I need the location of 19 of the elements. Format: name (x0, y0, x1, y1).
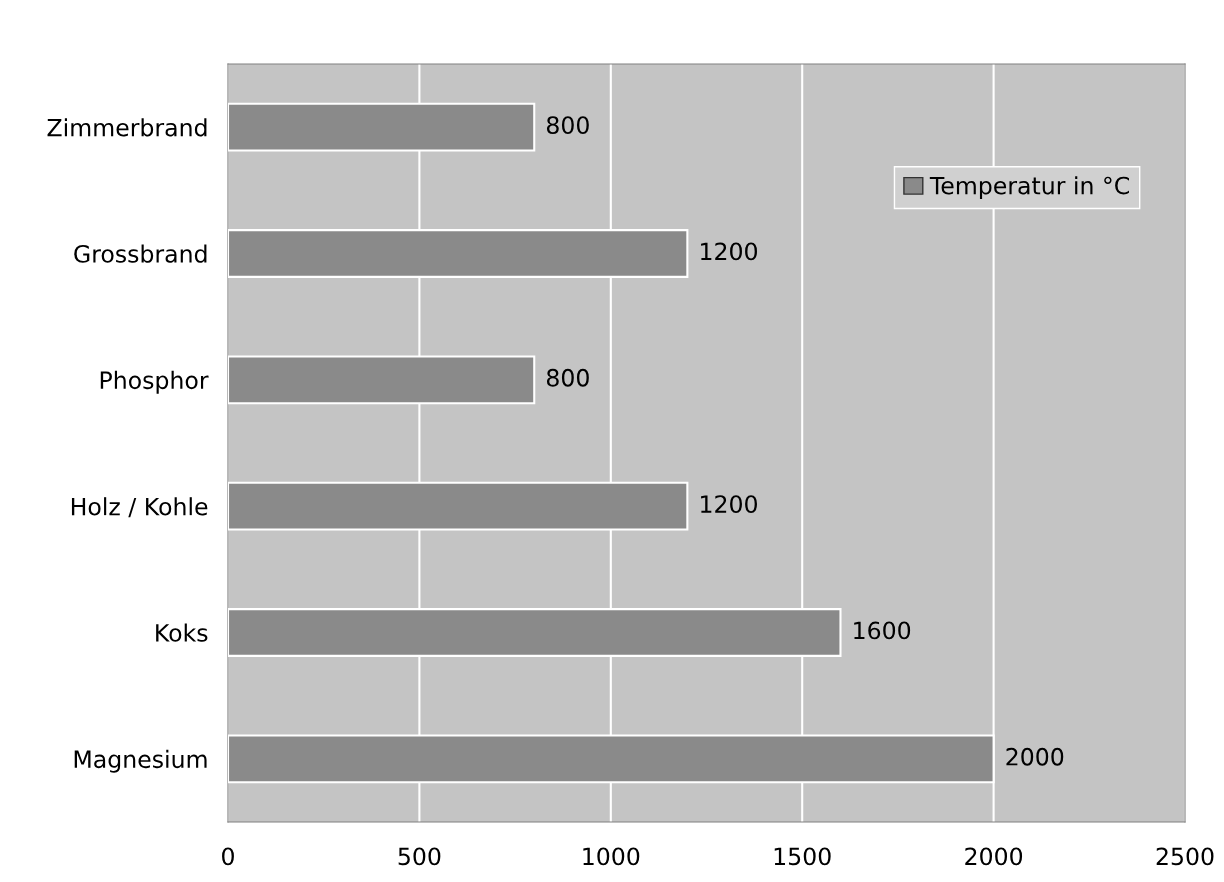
x-tick-label: 2500 (1156, 847, 1214, 866)
x-tick-label: 2000 (965, 847, 1023, 866)
data-label: 800 (546, 116, 589, 135)
y-tick-label: Koks (156, 623, 208, 642)
y-tick-label: Holz / Kohle (71, 497, 208, 518)
data-label: 2000 (1006, 747, 1064, 766)
x-tick-label: 500 (398, 847, 441, 866)
data-label: 1600 (854, 621, 911, 640)
data-label: 1200 (701, 242, 757, 261)
y-tick-label: Zimmerbrand (47, 118, 207, 137)
y-tick-label: Magnesium (74, 749, 207, 773)
data-label: 800 (546, 368, 589, 387)
x-tick-label: 0 (222, 847, 234, 866)
legend-label: Temperatur in °C (929, 176, 1129, 200)
y-tick-label: Phosphor (100, 370, 209, 394)
x-tick-label: 1000 (583, 847, 640, 866)
data-label: 1200 (701, 495, 757, 514)
x-tick-label: 1500 (774, 847, 831, 866)
y-tick-label: Grossbrand (74, 244, 207, 263)
